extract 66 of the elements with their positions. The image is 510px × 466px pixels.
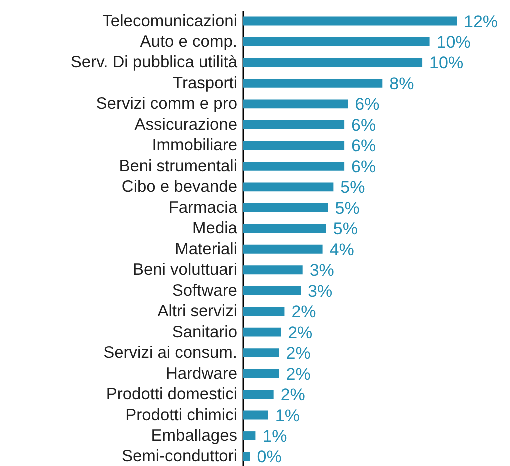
data-label: 10% <box>430 54 464 73</box>
y-tick-label: Sanitario <box>172 323 238 342</box>
y-tick-label: Prodotti chimici <box>126 406 238 424</box>
y-tick-label: Auto e comp. <box>140 33 238 51</box>
bar <box>243 79 383 88</box>
data-label: 5% <box>335 198 360 218</box>
y-tick-label: Materiali <box>175 240 238 258</box>
data-label: 6% <box>352 116 376 135</box>
data-label: 6% <box>352 157 376 176</box>
bar <box>243 100 348 109</box>
y-tick-label: Prodotti domestici <box>106 386 238 404</box>
bar <box>243 307 285 316</box>
bar <box>243 120 345 130</box>
y-tick-label: Assicurazione <box>134 116 238 134</box>
bar <box>243 182 334 192</box>
data-label: 6% <box>355 95 380 114</box>
data-label: 3% <box>310 261 334 280</box>
bar <box>243 16 457 26</box>
data-label: 2% <box>288 323 313 342</box>
y-tick-label: Emballages <box>151 427 238 445</box>
y-tick-label: Altri servizi <box>158 302 238 321</box>
bar <box>243 203 328 212</box>
y-tick-label: Beni strumentali <box>119 157 238 176</box>
data-label: 1% <box>262 427 288 446</box>
data-label: 4% <box>330 240 354 260</box>
data-label: 12% <box>464 12 498 32</box>
bar <box>243 348 280 358</box>
y-tick-label: Beni voluttuari <box>132 261 238 280</box>
data-label: 1% <box>275 406 300 426</box>
data-label: 8% <box>390 74 414 94</box>
y-tick-label: Servizi ai consum. <box>104 344 238 362</box>
bar <box>243 286 302 296</box>
data-label: 2% <box>280 386 306 405</box>
bar <box>243 38 430 46</box>
bar <box>243 266 303 275</box>
y-tick-label: Servizi comm e pro <box>96 95 238 114</box>
y-tick-label: Immobiliare <box>152 136 238 155</box>
y-tick-label: Telecomunicazioni <box>102 12 238 30</box>
data-label: 2% <box>286 364 311 384</box>
bar <box>243 369 280 378</box>
bar <box>243 432 256 440</box>
y-tick-label: Cibo e bevande <box>122 178 238 196</box>
bar <box>243 141 345 150</box>
y-tick-label: Software <box>172 282 238 300</box>
bar <box>243 224 326 234</box>
data-label: 5% <box>340 178 366 198</box>
y-tick-label: Farmacia <box>168 198 238 217</box>
bar <box>243 390 274 399</box>
bar <box>243 162 345 171</box>
bar <box>243 410 268 420</box>
bar <box>243 328 282 337</box>
data-label: 6% <box>352 136 376 156</box>
y-tick-label: Media <box>192 220 238 238</box>
y-tick-label: Semi-conduttori <box>122 448 238 466</box>
data-label: 3% <box>308 282 333 301</box>
data-label: 5% <box>333 220 358 239</box>
data-label: 2% <box>292 302 316 322</box>
bar <box>243 452 250 462</box>
bar <box>243 58 423 68</box>
y-tick-label: Hardware <box>166 364 238 383</box>
data-label: 2% <box>286 344 311 364</box>
bar <box>243 244 323 254</box>
data-label: 10% <box>436 33 471 52</box>
y-tick-label: Serv. Di pubblica utilità <box>70 54 238 72</box>
data-label: 0% <box>257 448 282 466</box>
y-tick-label: Trasporti <box>173 74 238 92</box>
